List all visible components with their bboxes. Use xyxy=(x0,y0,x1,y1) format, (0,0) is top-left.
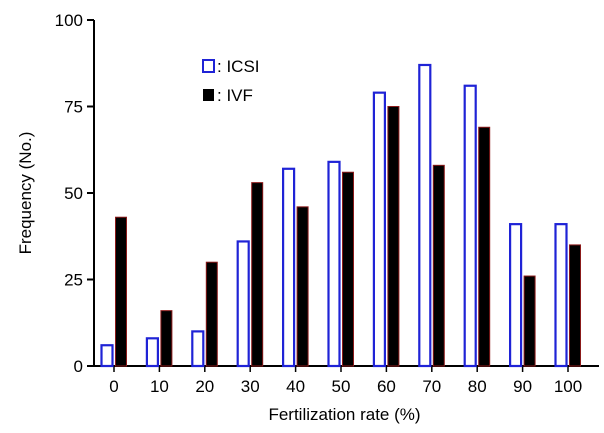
x-tick-label: 90 xyxy=(513,377,532,396)
bar-ivf-40 xyxy=(296,206,309,367)
legend-label-ivf: : IVF xyxy=(217,86,253,105)
bars xyxy=(100,63,581,368)
x-tick-label: 0 xyxy=(109,377,118,396)
x-ticks: 0 10 20 30 40 50 60 70 80 90 100 xyxy=(109,366,582,396)
bar-ivf-90 xyxy=(523,275,536,367)
x-tick-label: 50 xyxy=(332,377,351,396)
x-tick-label: 30 xyxy=(241,377,260,396)
y-axis-title: Frequency (No.) xyxy=(16,132,35,255)
x-tick-label: 60 xyxy=(377,377,396,396)
bar-ivf-20 xyxy=(205,261,218,367)
bar-icsi-50 xyxy=(327,160,341,368)
x-tick-label: 70 xyxy=(422,377,441,396)
bar-icsi-40 xyxy=(282,167,296,368)
bar-icsi-80 xyxy=(463,84,477,368)
bar-ivf-0 xyxy=(115,216,127,367)
bar-icsi-100 xyxy=(554,223,568,368)
bar-icsi-70 xyxy=(418,63,432,368)
bar-ivf-100 xyxy=(569,244,581,367)
y-tick-label: 0 xyxy=(74,357,83,376)
bar-ivf-50 xyxy=(342,171,354,367)
legend-label-icsi: : ICSI xyxy=(217,57,260,76)
x-tick-label: 80 xyxy=(468,377,487,396)
legend-swatch-icsi xyxy=(202,59,215,73)
y-tick-label: 25 xyxy=(64,271,83,290)
bar-icsi-20 xyxy=(191,330,205,368)
bar-ivf-70 xyxy=(432,164,445,367)
y-tick-label: 50 xyxy=(64,184,83,203)
x-tick-label: 20 xyxy=(195,377,214,396)
bar-ivf-10 xyxy=(160,310,173,367)
bar-ivf-60 xyxy=(387,106,400,367)
y-tick-label: 100 xyxy=(55,11,83,30)
bar-ivf-80 xyxy=(478,126,491,367)
legend-swatch-ivf xyxy=(203,89,214,101)
y-ticks: 0 25 50 75 100 xyxy=(55,11,94,376)
bar-icsi-60 xyxy=(372,91,386,368)
bar-icsi-30 xyxy=(236,240,250,368)
x-axis-title: Fertilization rate (%) xyxy=(268,405,420,424)
legend: : ICSI : IVF xyxy=(202,57,260,105)
x-tick-label: 40 xyxy=(286,377,305,396)
y-tick-label: 75 xyxy=(64,98,83,117)
bar-icsi-10 xyxy=(145,337,159,368)
x-tick-label: 100 xyxy=(554,377,582,396)
bar-ivf-30 xyxy=(251,182,264,367)
bar-icsi-0 xyxy=(100,344,114,368)
bar-icsi-90 xyxy=(509,223,523,368)
x-tick-label: 10 xyxy=(150,377,169,396)
